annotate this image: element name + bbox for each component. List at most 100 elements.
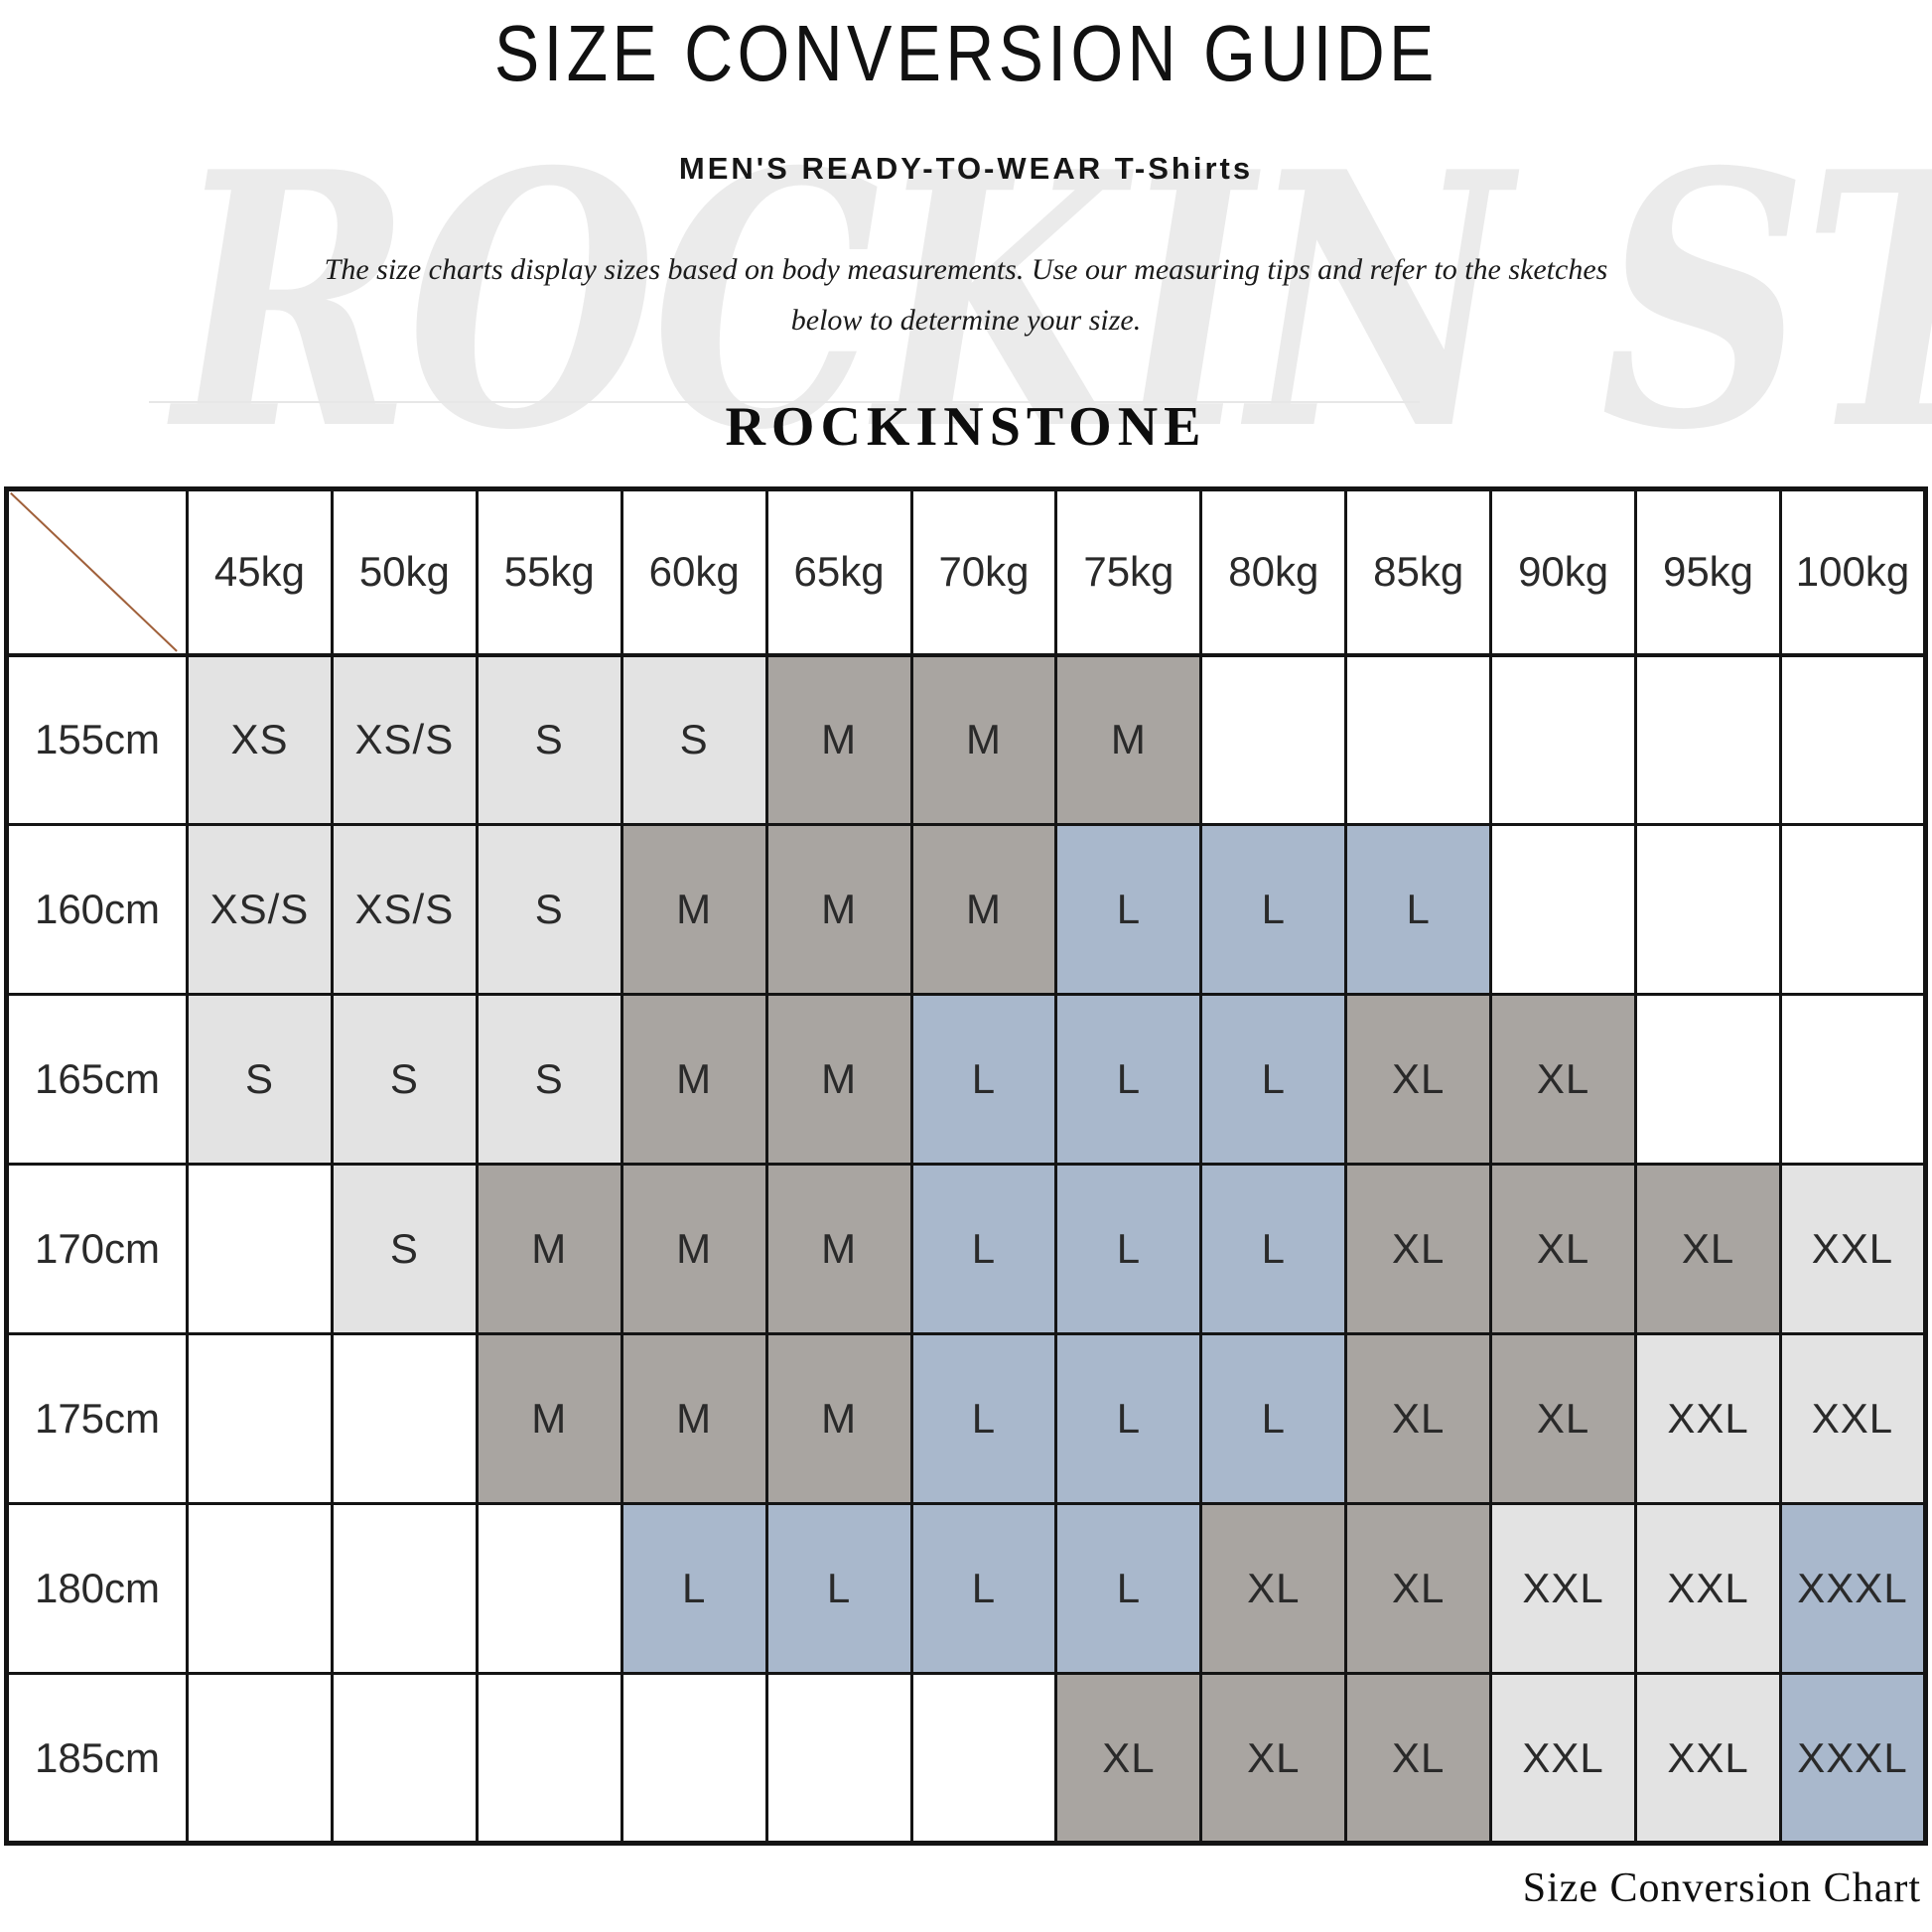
size-cell: L — [1054, 1332, 1203, 1505]
size-cell — [330, 1332, 479, 1505]
weight-header-cell: 45kg — [186, 487, 334, 657]
size-cell: L — [1054, 1163, 1203, 1335]
height-header-cell: 155cm — [5, 653, 189, 826]
height-row: 165cm S S S M M L L L XL XL — [5, 993, 1928, 1166]
size-cell — [330, 1672, 479, 1845]
height-row: 170cm S M M M L L L XL XL XL XXL — [5, 1163, 1928, 1335]
size-cell: XXL — [1489, 1502, 1638, 1675]
size-cell — [475, 1502, 623, 1675]
size-table-body: 155cm XS XS/S S S M M M 160cm XS/S XS/S S M M M L L L 165c… — [5, 653, 1928, 1845]
size-cell: XL — [1489, 993, 1638, 1166]
height-header-cell: 175cm — [5, 1332, 189, 1505]
height-row: 155cm XS XS/S S S M M M — [5, 653, 1928, 826]
page-title: SIZE CONVERSION GUIDE — [0, 8, 1932, 99]
height-header-cell: 180cm — [5, 1502, 189, 1675]
size-cell: L — [909, 1163, 1058, 1335]
size-cell: XS — [186, 653, 334, 826]
page-title-text: SIZE CONVERSION GUIDE — [493, 9, 1439, 97]
size-cell — [1778, 653, 1928, 826]
size-cell: XXXL — [1778, 1672, 1928, 1845]
size-cell: L — [1199, 993, 1348, 1166]
size-cell — [1778, 823, 1928, 996]
diagonal-divider — [9, 491, 186, 653]
size-cell — [1634, 993, 1782, 1166]
size-cell: XL — [1634, 1163, 1782, 1335]
height-row: 175cm M M M L L L XL XL XXL XXL — [5, 1332, 1928, 1505]
size-cell: M — [764, 653, 913, 826]
size-cell: M — [909, 653, 1058, 826]
size-cell: L — [1199, 1332, 1348, 1505]
size-cell: XXL — [1634, 1332, 1782, 1505]
size-cell — [186, 1672, 334, 1845]
size-cell — [475, 1672, 623, 1845]
size-cell — [1634, 823, 1782, 996]
size-cell: XXXL — [1778, 1502, 1928, 1675]
weight-header-cell: 80kg — [1199, 487, 1348, 657]
size-cell: S — [620, 653, 768, 826]
height-header-cell: 185cm — [5, 1672, 189, 1845]
size-cell: M — [764, 1332, 913, 1505]
size-cell: L — [1199, 1163, 1348, 1335]
corner-cell — [5, 487, 189, 657]
size-cell: M — [764, 993, 913, 1166]
height-row: 180cm L L L L XL XL XXL XXL XXXL — [5, 1502, 1928, 1675]
size-cell: L — [764, 1502, 913, 1675]
size-cell — [186, 1163, 334, 1335]
size-cell: M — [620, 993, 768, 1166]
size-cell: XS/S — [330, 653, 479, 826]
size-cell: XXL — [1634, 1502, 1782, 1675]
size-cell: XL — [1344, 993, 1493, 1166]
size-cell: XS/S — [330, 823, 479, 996]
size-note-line-1: The size charts display sizes based on b… — [324, 253, 1608, 286]
size-cell: S — [330, 993, 479, 1166]
size-cell: XL — [1344, 1163, 1493, 1335]
size-cell — [1199, 653, 1348, 826]
weight-header-cell: 95kg — [1634, 487, 1782, 657]
size-note: The size charts display sizes based on b… — [0, 244, 1932, 345]
weight-header-cell: 55kg — [475, 487, 623, 657]
brand-name: ROCKINSTONE — [725, 396, 1207, 458]
size-cell: S — [330, 1163, 479, 1335]
size-cell: L — [1199, 823, 1348, 996]
height-header-cell: 170cm — [5, 1163, 189, 1335]
size-cell: L — [1054, 823, 1203, 996]
size-cell — [909, 1672, 1058, 1845]
size-cell — [186, 1332, 334, 1505]
size-cell: M — [1054, 653, 1203, 826]
size-cell: XXL — [1634, 1672, 1782, 1845]
size-cell: XS/S — [186, 823, 334, 996]
size-cell: L — [909, 993, 1058, 1166]
weight-header-cell: 50kg — [330, 487, 479, 657]
size-cell: XXL — [1778, 1163, 1928, 1335]
size-cell: S — [475, 993, 623, 1166]
height-header-cell: 160cm — [5, 823, 189, 996]
footer-caption: Size Conversion Chart — [1522, 1865, 1921, 1911]
weight-header-cell: 100kg — [1778, 487, 1928, 657]
height-row: 160cm XS/S XS/S S M M M L L L — [5, 823, 1928, 996]
size-cell: L — [909, 1332, 1058, 1505]
height-row: 185cm XL XL XL XXL XXL XXXL — [5, 1672, 1928, 1845]
size-cell: L — [620, 1502, 768, 1675]
size-cell: M — [620, 823, 768, 996]
size-cell — [1778, 993, 1928, 1166]
size-cell — [1634, 653, 1782, 826]
size-cell: M — [475, 1163, 623, 1335]
weight-header-cell: 75kg — [1054, 487, 1203, 657]
size-cell — [186, 1502, 334, 1675]
size-cell: M — [909, 823, 1058, 996]
size-cell: L — [1344, 823, 1493, 996]
size-cell: M — [475, 1332, 623, 1505]
size-cell: XL — [1344, 1502, 1493, 1675]
size-cell: XL — [1199, 1672, 1348, 1845]
size-cell: XL — [1344, 1672, 1493, 1845]
page-subtitle: MEN'S READY-TO-WEAR T-Shirts — [678, 151, 1254, 186]
size-cell — [1489, 823, 1638, 996]
faint-rule — [149, 401, 1420, 403]
size-cell: XL — [1489, 1163, 1638, 1335]
size-cell: M — [620, 1332, 768, 1505]
size-cell: XXL — [1778, 1332, 1928, 1505]
size-cell — [330, 1502, 479, 1675]
size-cell: M — [620, 1163, 768, 1335]
size-cell — [764, 1672, 913, 1845]
